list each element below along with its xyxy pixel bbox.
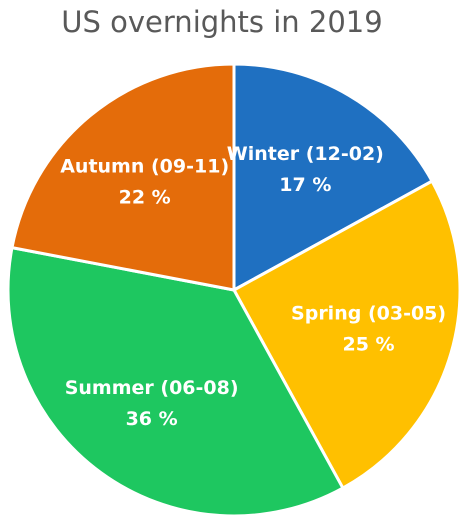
slice-value: 36 % <box>126 408 178 430</box>
slice-label: Winter (12-02) <box>227 143 384 165</box>
slice-label: Autumn (09-11) <box>60 156 229 178</box>
pie-slice <box>10 62 236 292</box>
chart-title: US overnights in 2019 <box>61 5 382 39</box>
slice-value: 25 % <box>343 334 395 356</box>
slice-value: 22 % <box>119 187 171 209</box>
slice-label: Summer (06-08) <box>65 377 239 399</box>
pie-slice <box>231 179 462 491</box>
pie-slice <box>6 245 345 518</box>
slice-value: 17 % <box>279 174 331 196</box>
slice-label: Spring (03-05) <box>291 303 446 325</box>
pie-slice <box>232 62 435 293</box>
